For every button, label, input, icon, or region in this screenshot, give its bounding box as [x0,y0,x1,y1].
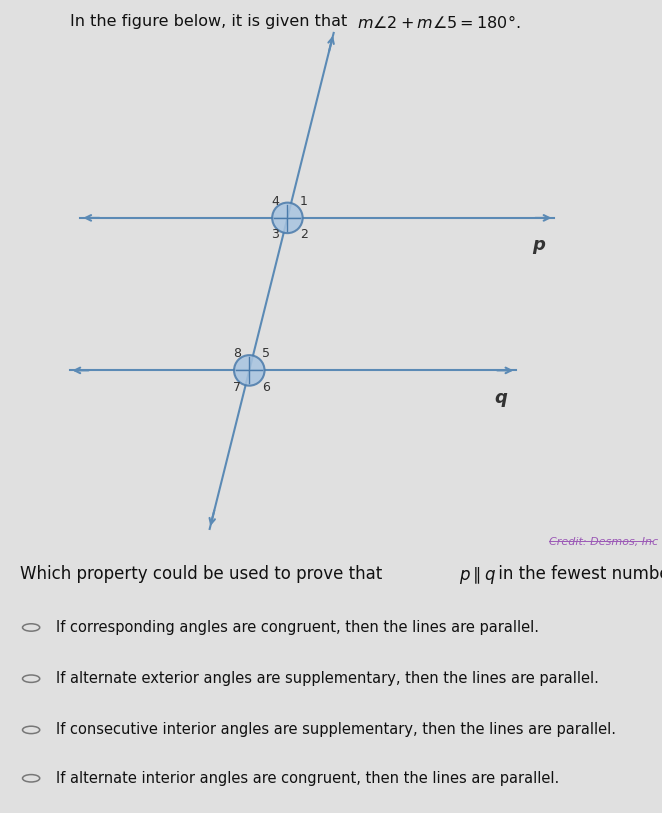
Text: Which property could be used to prove that: Which property could be used to prove th… [20,566,387,584]
Text: $p \parallel q$: $p \parallel q$ [459,566,496,586]
Text: 1: 1 [300,194,308,207]
Text: 8: 8 [233,347,241,360]
Text: 4: 4 [271,194,279,207]
Text: 5: 5 [261,347,269,360]
Text: If alternate interior angles are congruent, then the lines are parallel.: If alternate interior angles are congrue… [56,771,559,786]
Text: 6: 6 [261,380,269,393]
Text: 7: 7 [233,380,241,393]
Text: In the figure below, it is given that: In the figure below, it is given that [70,14,352,28]
Text: Credit: Desmos, Inc: Credit: Desmos, Inc [549,537,659,547]
Text: p: p [532,236,545,254]
Text: If consecutive interior angles are supplementary, then the lines are parallel.: If consecutive interior angles are suppl… [56,723,616,737]
Text: If alternate exterior angles are supplementary, then the lines are parallel.: If alternate exterior angles are supplem… [56,672,599,686]
Circle shape [272,202,303,233]
Text: 2: 2 [300,228,308,241]
Text: 3: 3 [271,228,279,241]
Text: q: q [495,389,507,406]
Circle shape [234,355,265,385]
Text: in the fewest number of steps?: in the fewest number of steps? [493,566,662,584]
Text: If corresponding angles are congruent, then the lines are parallel.: If corresponding angles are congruent, t… [56,620,540,635]
Text: $m\angle 2 + m\angle 5 = 180°.$: $m\angle 2 + m\angle 5 = 180°.$ [357,14,520,31]
